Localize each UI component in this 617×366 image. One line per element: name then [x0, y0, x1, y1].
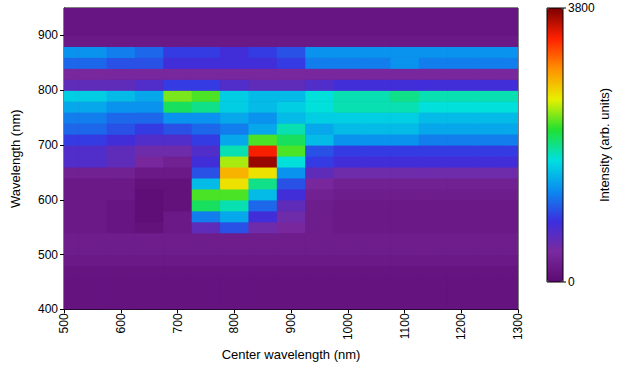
- svg-text:800: 800: [227, 313, 241, 333]
- svg-text:600: 600: [38, 193, 58, 207]
- svg-text:1300: 1300: [511, 313, 525, 340]
- svg-text:1200: 1200: [454, 313, 468, 340]
- svg-text:Center wavelength (nm): Center wavelength (nm): [222, 347, 361, 362]
- svg-text:900: 900: [284, 313, 298, 333]
- svg-text:1100: 1100: [398, 313, 412, 339]
- svg-text:700: 700: [38, 138, 58, 152]
- svg-text:600: 600: [114, 313, 128, 333]
- svg-text:Intensity (arb. units): Intensity (arb. units): [597, 88, 612, 202]
- svg-text:1000: 1000: [341, 313, 355, 340]
- svg-text:500: 500: [57, 313, 71, 333]
- svg-text:Wavelength (nm): Wavelength (nm): [8, 109, 23, 208]
- svg-text:800: 800: [38, 83, 58, 97]
- svg-text:3800: 3800: [568, 1, 595, 15]
- svg-text:700: 700: [171, 313, 185, 333]
- svg-text:500: 500: [38, 248, 58, 262]
- svg-text:0: 0: [568, 275, 575, 289]
- svg-text:400: 400: [38, 302, 58, 316]
- svg-text:900: 900: [38, 28, 58, 42]
